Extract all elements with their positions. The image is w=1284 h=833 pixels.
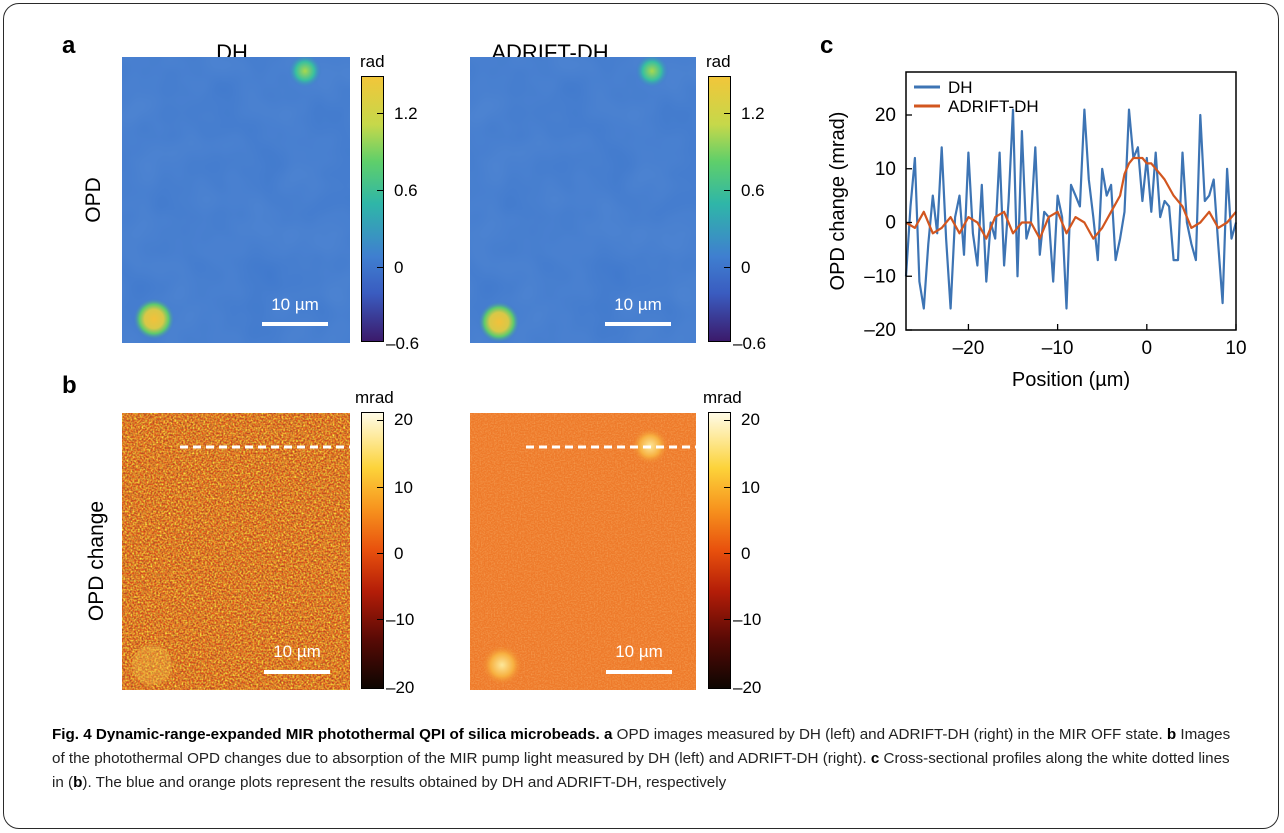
panel-a-left-tick: –0.6 <box>386 334 420 353</box>
panel-b-adrift-scale-label: 10 µm <box>615 642 663 661</box>
y-axis-label: OPD change (mrad) <box>827 112 849 291</box>
caption-c-letter: c <box>870 750 880 767</box>
cb-tick <box>377 619 384 620</box>
legend-label: ADRIFT-DH <box>948 97 1039 116</box>
panel-b-row-label: OPD change <box>85 500 108 622</box>
figure-frame <box>3 3 1279 829</box>
panel-b-left-unit: mrad <box>355 388 394 407</box>
panel-a-adrift-image: 10 µm <box>470 57 696 343</box>
caption-fig-label: Fig. 4 Dynamic-range-expanded MIR photot… <box>52 726 600 743</box>
panel-b-dh-scale-label: 10 µm <box>273 642 321 661</box>
cb-tick <box>724 619 731 620</box>
cb-tick <box>724 487 731 488</box>
y-tick-label: 10 <box>875 159 896 180</box>
y-tick-label: 0 <box>885 213 896 234</box>
panel-b-dh-image-svg <box>122 413 350 690</box>
panel-a-left-tick: 1.2 <box>394 104 418 123</box>
panel-b-left-tick: –10 <box>386 610 415 629</box>
bead-large <box>133 298 175 340</box>
caption-a-text: OPD images measured by DH (left) and ADR… <box>612 726 1167 743</box>
panel-b-right-tick: –20 <box>733 678 762 697</box>
legend-label: DH <box>948 78 973 97</box>
panel-a-right-tick: 1.2 <box>741 104 765 123</box>
panel-a-left-tick: 0.6 <box>394 181 418 200</box>
panel-b-adrift-image-svg <box>470 413 696 690</box>
panel-b-left-tick: 20 <box>394 410 413 429</box>
panel-b-left-tick: 10 <box>394 478 413 497</box>
panel-a-left-colorbar <box>361 76 384 342</box>
panel-a-dh-image: 10 µm <box>122 57 350 343</box>
panel-a-right-tick: 0.6 <box>741 181 765 200</box>
panel-a-adrift-scale-label: 10 µm <box>614 295 662 314</box>
series-line-dh <box>904 108 1238 310</box>
panel-a-dh-image-svg <box>122 57 350 343</box>
panel-b-dh-scale-bar <box>264 670 330 674</box>
panel-c-chart: –20 –10 0 10 –20 –10 0 10 20 Position (µm) OPD cha… <box>827 71 1247 391</box>
bead-faint <box>132 645 172 685</box>
caption-b-text: Images of the photothermal OPD changes d… <box>52 726 1231 767</box>
cb-tick <box>724 190 731 191</box>
caption-c-text-2: ). The blue and orange plots represent t… <box>82 774 727 791</box>
panel-a-right-unit: rad <box>706 52 731 71</box>
cb-tick <box>377 113 384 114</box>
cb-tick <box>377 487 384 488</box>
series-line-adrift-dh <box>905 156 1237 240</box>
caption-c-text-1: Cross-sectional profiles along the white… <box>52 750 1230 791</box>
panel-a-right-tick: –0.6 <box>733 334 767 353</box>
panel-a-dh-scale-label: 10 µm <box>271 295 319 314</box>
bead-small <box>635 57 669 88</box>
panel-b-letter: b <box>62 372 77 399</box>
y-tick-label: 20 <box>875 105 896 126</box>
panel-b-right-colorbar <box>708 412 731 689</box>
y-tick-label: –20 <box>864 320 896 341</box>
panel-a-left-tick: 0 <box>394 258 404 277</box>
cb-tick <box>724 113 731 114</box>
figure-caption: Fig. 4 Dynamic-range-expanded MIR photot… <box>52 723 1237 795</box>
panel-b-left-tick: 0 <box>394 544 404 563</box>
caption-c-ref: b <box>73 774 83 791</box>
caption-b-letter: b <box>1166 726 1177 743</box>
cb-tick <box>377 190 384 191</box>
panel-c-letter: c <box>820 32 834 59</box>
panel-a-right-colorbar <box>708 76 731 342</box>
panel-b-adrift-scale-bar <box>606 670 672 674</box>
plot-frame <box>905 71 1237 331</box>
panel-b-right-tick: 0 <box>741 544 751 563</box>
cb-tick <box>724 553 731 554</box>
panel-b-right-unit: mrad <box>703 388 742 407</box>
panel-b-adrift-image: 10 µm <box>470 413 696 690</box>
x-axis-label: Position (µm) <box>1012 369 1130 391</box>
panel-a-row-label: OPD <box>82 177 105 223</box>
caption-a-letter: a <box>603 726 613 743</box>
panel-a-right-tick: 0 <box>741 258 751 277</box>
bead-large <box>478 301 520 343</box>
panel-a-letter: a <box>62 32 76 59</box>
y-tick-label: –10 <box>864 266 896 287</box>
x-tick-label: 10 <box>1225 338 1246 359</box>
panel-a-dh-scale-bar <box>262 322 328 326</box>
panel-b-left-tick: –20 <box>386 678 415 697</box>
x-tick-label: –20 <box>953 338 985 359</box>
panel-a-adrift-scale-bar <box>605 322 671 326</box>
panel-a-left-unit: rad <box>360 52 385 71</box>
bead-small <box>288 57 322 88</box>
panel-b-right-tick: 20 <box>741 410 760 429</box>
bead-large <box>481 644 523 686</box>
panel-b-left-colorbar <box>361 412 384 689</box>
panel-b-right-tick: 10 <box>741 478 760 497</box>
x-tick-label: –10 <box>1042 338 1074 359</box>
x-tick-label: 0 <box>1142 338 1153 359</box>
cb-tick <box>724 267 731 268</box>
cb-tick <box>377 420 384 421</box>
cb-tick <box>724 420 731 421</box>
cb-tick <box>377 553 384 554</box>
panel-b-right-tick: –10 <box>733 610 762 629</box>
panel-b-dh-image: 10 µm <box>122 413 350 690</box>
cb-tick <box>377 267 384 268</box>
panel-a-adrift-image-svg <box>470 57 696 343</box>
